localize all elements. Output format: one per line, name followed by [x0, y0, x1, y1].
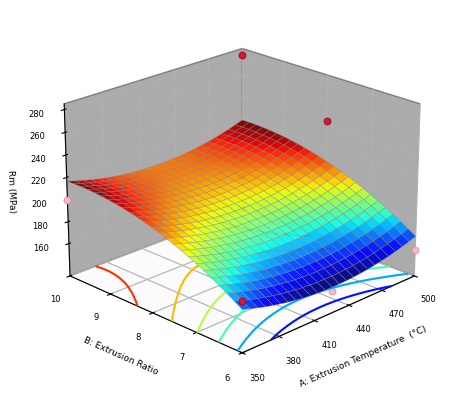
- Y-axis label: B: Extrusion Ratio: B: Extrusion Ratio: [82, 336, 159, 377]
- X-axis label: A: Extrusion Temperature  (°C): A: Extrusion Temperature (°C): [299, 324, 428, 389]
